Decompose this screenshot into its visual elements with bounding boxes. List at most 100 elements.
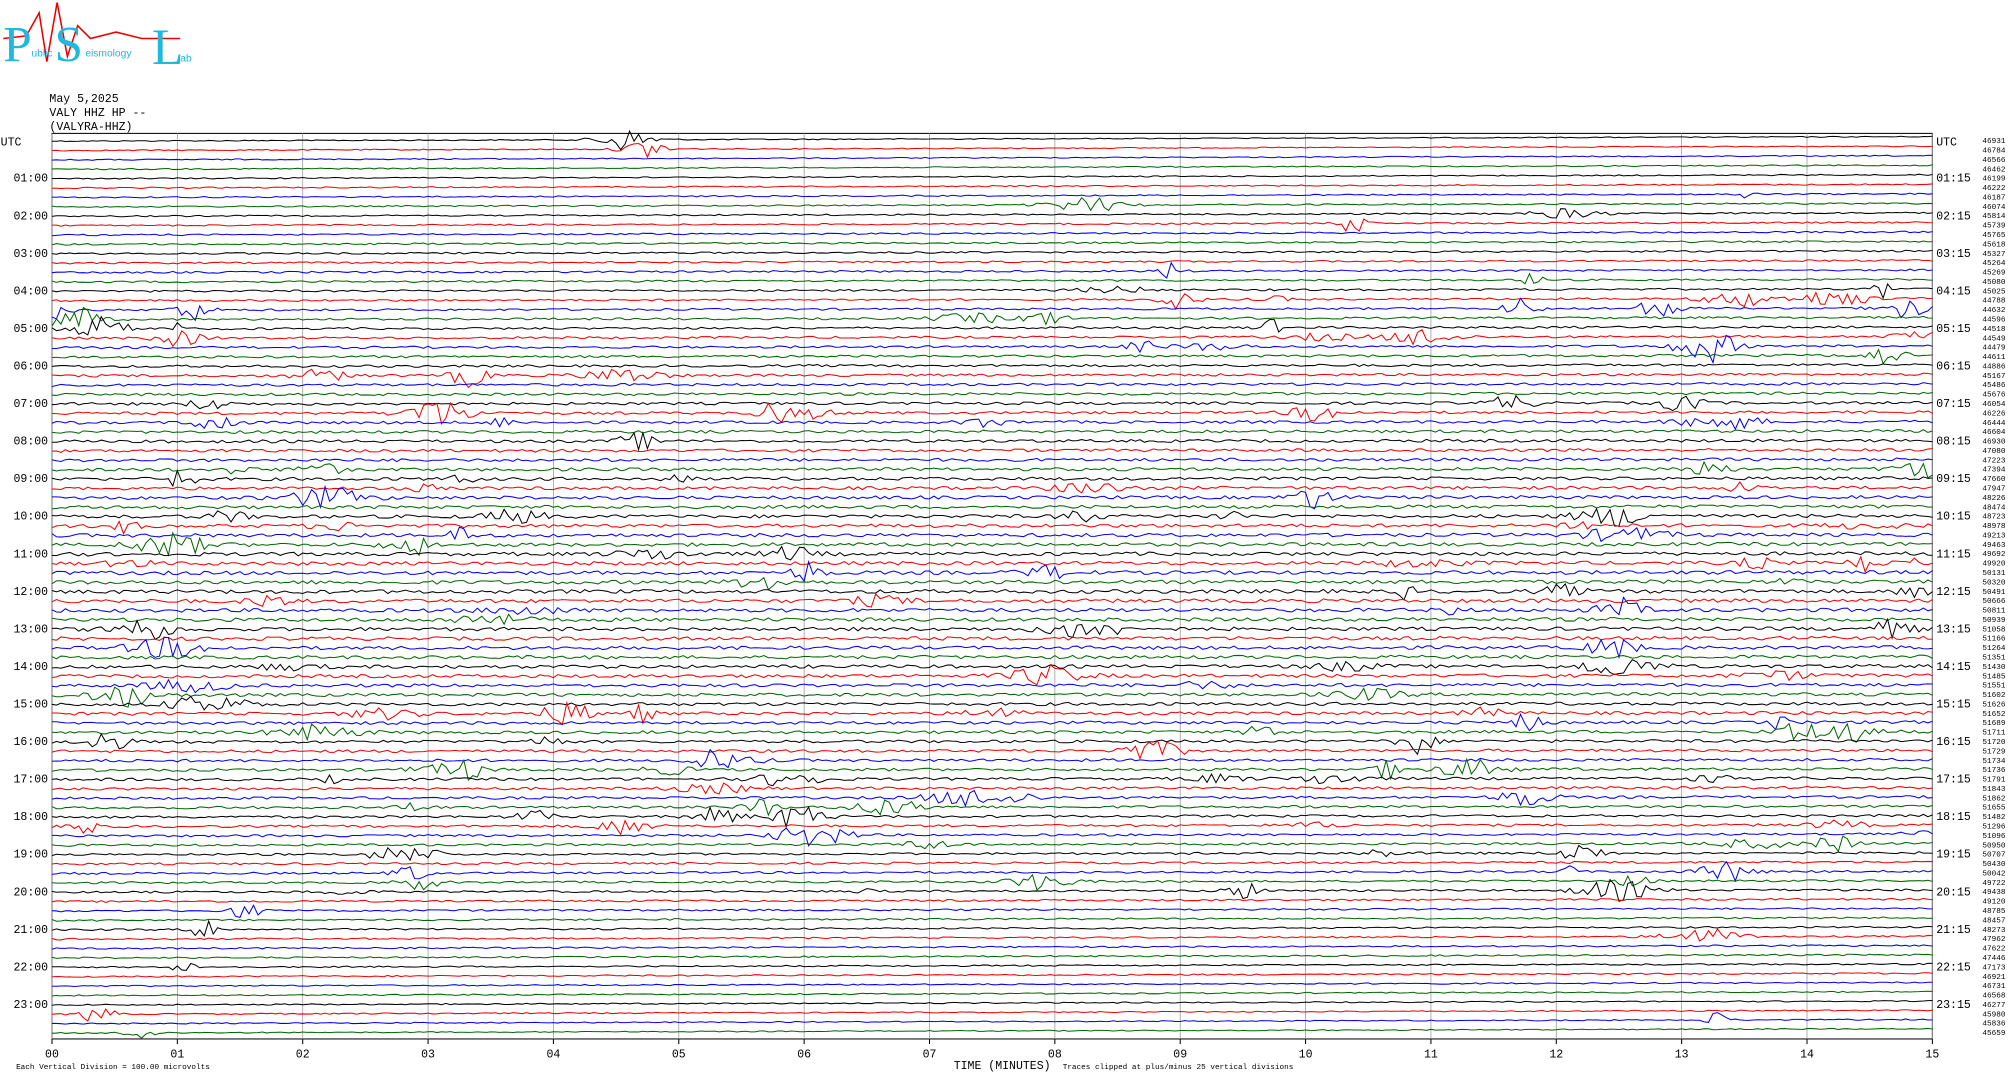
trace-count: 47173 xyxy=(1982,964,2005,972)
trace-count: 51551 xyxy=(1982,683,2005,691)
trace xyxy=(51,306,1933,328)
trace-count: 45486 xyxy=(1982,382,2005,390)
logo-word: ab xyxy=(180,54,192,65)
labels: 00 01 02 03 04 05 06 07 08 09 10 11 12 13 14 15 UTC UTC 01… xyxy=(1,136,2006,1061)
trace xyxy=(51,457,1933,463)
trace-count: 46930 xyxy=(1982,439,2005,447)
right-time-label: 16:15 xyxy=(1936,736,1971,749)
x-tick-label: 04 xyxy=(546,1048,560,1061)
trace-count: 49692 xyxy=(1982,551,2005,559)
x-tick-label: 14 xyxy=(1800,1048,1814,1061)
trace-count: 51351 xyxy=(1982,655,2005,663)
trace xyxy=(51,208,1933,219)
trace-count: 44518 xyxy=(1982,326,2005,334)
trace-count: 50666 xyxy=(1982,598,2005,606)
trace xyxy=(51,192,1933,199)
trace-count: 45618 xyxy=(1982,241,2005,249)
trace xyxy=(51,806,1933,829)
trace xyxy=(51,686,1933,708)
trace-count: 51843 xyxy=(1982,786,2005,794)
right-time-label: 18:15 xyxy=(1936,811,1971,824)
trace xyxy=(51,143,1933,159)
trace-count: 48723 xyxy=(1982,514,2005,522)
left-time-label: 06:00 xyxy=(14,360,49,373)
x-tick-label: 10 xyxy=(1299,1048,1313,1061)
trace xyxy=(51,448,1933,453)
trace xyxy=(51,526,1933,543)
trace xyxy=(51,613,1933,626)
trace xyxy=(51,782,1933,795)
left-time-label: 19:00 xyxy=(14,849,49,862)
trace-count: 50950 xyxy=(1982,842,2005,850)
right-time-label: 21:15 xyxy=(1936,924,1971,937)
trace-count: 45264 xyxy=(1982,260,2005,268)
trace xyxy=(51,593,1933,608)
left-time-label: 12:00 xyxy=(14,586,49,599)
trace-count: 46222 xyxy=(1982,185,2005,193)
trace xyxy=(51,962,1933,971)
trace-count: 50131 xyxy=(1982,570,2005,578)
trace-count: 48474 xyxy=(1982,504,2005,512)
trace-count: 46199 xyxy=(1982,176,2005,184)
trace xyxy=(51,315,1933,336)
trace xyxy=(51,520,1933,536)
trace xyxy=(51,990,1933,997)
right-time-label: 23:15 xyxy=(1936,999,1971,1012)
trace-count: 44886 xyxy=(1982,363,2005,371)
right-time-label: 01:15 xyxy=(1936,173,1971,186)
right-time-label: UTC xyxy=(1936,136,1957,149)
trace-count: 46731 xyxy=(1982,983,2005,991)
trace xyxy=(51,695,1933,711)
trace xyxy=(51,363,1933,369)
trace-count: 51711 xyxy=(1982,730,2005,738)
trace xyxy=(51,555,1933,574)
trace xyxy=(51,460,1933,479)
trace-count: 46784 xyxy=(1982,148,2005,156)
logo-letter: L xyxy=(152,19,183,76)
trace-count: 47622 xyxy=(1982,946,2005,954)
x-tick-label: 00 xyxy=(45,1048,59,1061)
trace xyxy=(51,953,1933,960)
left-time-label: 20:00 xyxy=(14,886,49,899)
trace xyxy=(51,1008,1933,1022)
trace xyxy=(51,999,1933,1006)
trace xyxy=(51,218,1933,233)
trace-count: 50811 xyxy=(1982,608,2005,616)
trace xyxy=(51,772,1933,787)
trace-count: 51652 xyxy=(1982,711,2005,719)
trace-count: 51791 xyxy=(1982,777,2005,785)
trace xyxy=(51,481,1933,494)
left-time-label: 03:00 xyxy=(14,248,49,261)
trace-count: 45025 xyxy=(1982,288,2005,296)
station: VALY HHZ HP -- xyxy=(49,107,146,120)
x-tick-label: 03 xyxy=(421,1048,435,1061)
trace-count: 51734 xyxy=(1982,758,2005,766)
trace xyxy=(51,559,1933,583)
trace-count: 46444 xyxy=(1982,420,2005,428)
trace xyxy=(51,636,1933,660)
trace-count: 48785 xyxy=(1982,908,2005,916)
trace xyxy=(51,919,1933,937)
trace xyxy=(51,259,1933,265)
trace xyxy=(51,368,1933,389)
trace xyxy=(51,878,1933,902)
trace xyxy=(51,249,1933,255)
trace-count: 46566 xyxy=(1982,157,2005,165)
trace xyxy=(51,329,1933,347)
trace-count: 46604 xyxy=(1982,429,2005,437)
trace xyxy=(51,635,1933,641)
trace-count: 46277 xyxy=(1982,1002,2005,1010)
trace xyxy=(51,944,1933,950)
trace-count: 51485 xyxy=(1982,673,2005,681)
trace-count: 45739 xyxy=(1982,223,2005,231)
trace-count: 49463 xyxy=(1982,542,2005,550)
x-tick-label: 15 xyxy=(1925,1048,1939,1061)
right-time-label: 08:15 xyxy=(1936,436,1971,449)
trace-count: 47660 xyxy=(1982,476,2005,484)
trace-count: 50707 xyxy=(1982,852,2005,860)
x-axis-title: TIME (MINUTES) xyxy=(954,1060,1051,1073)
trace xyxy=(51,401,1933,425)
trace xyxy=(51,722,1933,743)
right-time-label: 02:15 xyxy=(1936,210,1971,223)
date: May 5,2025 xyxy=(49,93,118,106)
